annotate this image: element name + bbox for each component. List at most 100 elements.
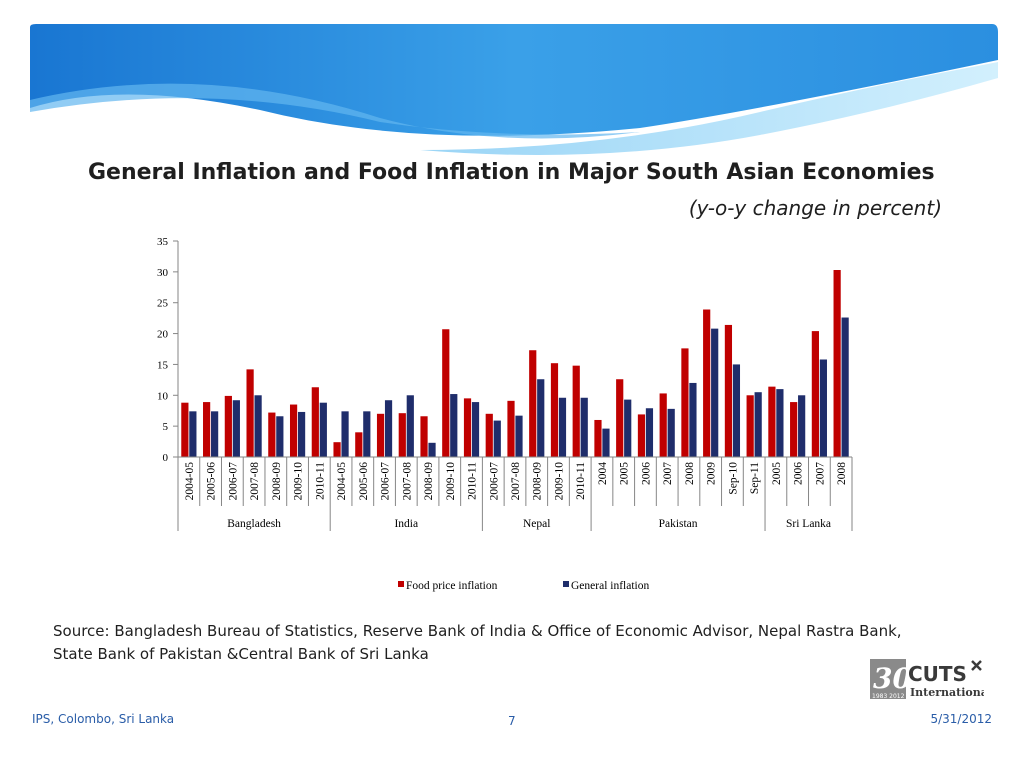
- food-bar: [550, 363, 559, 457]
- food-bar: [268, 412, 276, 457]
- food-bar: [203, 402, 211, 457]
- x-tick-label: 2006: [640, 462, 652, 485]
- general-bar: [515, 415, 523, 457]
- x-tick-label: 2006-07: [488, 462, 500, 501]
- x-tick-label: 2006: [793, 462, 805, 485]
- general-bar: [689, 382, 697, 457]
- y-tick-label: 25: [157, 298, 169, 310]
- general-bar: [711, 328, 719, 457]
- food-bar: [311, 387, 319, 457]
- source-note: Source: Bangladesh Bureau of Statistics,…: [53, 620, 953, 666]
- x-tick-label: 2007-08: [401, 462, 413, 501]
- food-bar: [616, 379, 624, 457]
- legend-swatch: [398, 581, 404, 587]
- food-bar: [224, 395, 232, 457]
- food-bar: [572, 365, 580, 457]
- general-bar: [211, 411, 219, 457]
- y-tick-label: 35: [157, 236, 169, 248]
- chart-subtitle: (y-o-y change in percent): [688, 196, 942, 220]
- general-bar: [819, 359, 827, 457]
- general-bar: [493, 420, 501, 457]
- source-line-2: State Bank of Pakistan &Central Bank of …: [53, 645, 429, 663]
- x-tick-label: 2010-11: [467, 462, 479, 500]
- general-bar: [624, 399, 632, 457]
- bars: [181, 270, 849, 457]
- legend-swatch: [563, 581, 569, 587]
- food-bar: [442, 329, 450, 457]
- logo-sub: International: [910, 686, 984, 699]
- cross-icon: [971, 660, 982, 671]
- general-bar: [363, 411, 371, 457]
- x-tick-label: 2007: [662, 462, 674, 485]
- food-bar: [529, 350, 537, 457]
- general-bar: [776, 389, 784, 457]
- food-bar: [289, 404, 298, 457]
- group-label: Bangladesh: [227, 518, 281, 530]
- x-tick-label: 2006-07: [380, 462, 392, 501]
- x-tick-label: 2008-09: [532, 462, 544, 501]
- legend-label: Food price inflation: [406, 580, 498, 592]
- y-tick-label: 15: [157, 359, 169, 371]
- food-bar: [659, 393, 667, 457]
- x-tick-label: Sep-11: [749, 462, 761, 494]
- x-tick-label: 2007-08: [510, 462, 522, 501]
- cuts-logo: 30 1983 2012 CUTS International: [870, 659, 984, 700]
- x-tick-label: 2009-10: [293, 462, 305, 501]
- y-tick-label: 0: [163, 452, 169, 464]
- food-bar: [246, 369, 254, 457]
- y-tick-label: 30: [157, 267, 169, 279]
- x-tick-label: 2005: [771, 462, 783, 485]
- chart-title: General Inflation and Food Inflation in …: [88, 160, 935, 185]
- food-bar: [463, 398, 472, 457]
- legend-label: General inflation: [571, 580, 649, 592]
- group-label: Pakistan: [659, 518, 698, 530]
- x-tick-label: 2009-10: [445, 462, 457, 501]
- food-bar: [398, 413, 406, 457]
- general-bar: [645, 408, 654, 457]
- logo-name: CUTS: [908, 662, 967, 686]
- food-bar: [703, 309, 711, 457]
- x-tick-label: 2009-10: [553, 462, 565, 501]
- general-bar: [189, 411, 197, 457]
- x-tick-label: 2004-05: [184, 462, 196, 501]
- general-bar: [406, 395, 414, 457]
- food-bar: [485, 413, 493, 457]
- header-banner: [30, 24, 998, 155]
- general-bar: [384, 400, 393, 457]
- group-label: Nepal: [523, 518, 550, 530]
- general-bar: [428, 442, 436, 457]
- source-line-1: Source: Bangladesh Bureau of Statistics,…: [53, 622, 902, 640]
- group-label: India: [394, 518, 418, 530]
- logo-number: 30: [873, 662, 912, 695]
- general-bar: [254, 395, 262, 457]
- general-bar: [319, 402, 327, 457]
- x-axis: 2004-05 2005-06 2006-07 2007-08 2008-09 2009-…: [177, 456, 853, 531]
- x-tick-label: Sep-10: [727, 462, 739, 495]
- x-tick-label: 2010-11: [314, 462, 326, 500]
- food-bar: [507, 400, 515, 457]
- page-number: 7: [508, 714, 516, 728]
- y-axis: 0 5 10 15 20 25 30 35: [157, 236, 179, 464]
- food-bar: [376, 413, 385, 457]
- general-bar: [450, 394, 458, 457]
- general-bar: [558, 397, 567, 457]
- general-bar: [537, 379, 545, 457]
- x-tick-label: 2008: [836, 462, 848, 485]
- general-bar: [580, 397, 588, 457]
- x-tick-label: 2005-06: [206, 462, 218, 501]
- x-tick-label: 2004: [597, 462, 609, 485]
- food-bar: [637, 414, 646, 457]
- food-bar: [833, 270, 841, 457]
- general-bar: [341, 411, 349, 457]
- x-tick-label: 2008: [684, 462, 696, 485]
- food-bar: [790, 402, 798, 457]
- food-bar: [768, 386, 776, 457]
- logo-years: 1983 2012: [872, 693, 905, 700]
- x-tick-label: 2006-07: [227, 462, 239, 501]
- general-bar: [798, 395, 806, 457]
- food-bar: [724, 324, 733, 457]
- group-label: Sri Lanka: [786, 518, 831, 530]
- food-bar: [420, 416, 428, 457]
- x-tick-label: 2008-09: [423, 462, 435, 501]
